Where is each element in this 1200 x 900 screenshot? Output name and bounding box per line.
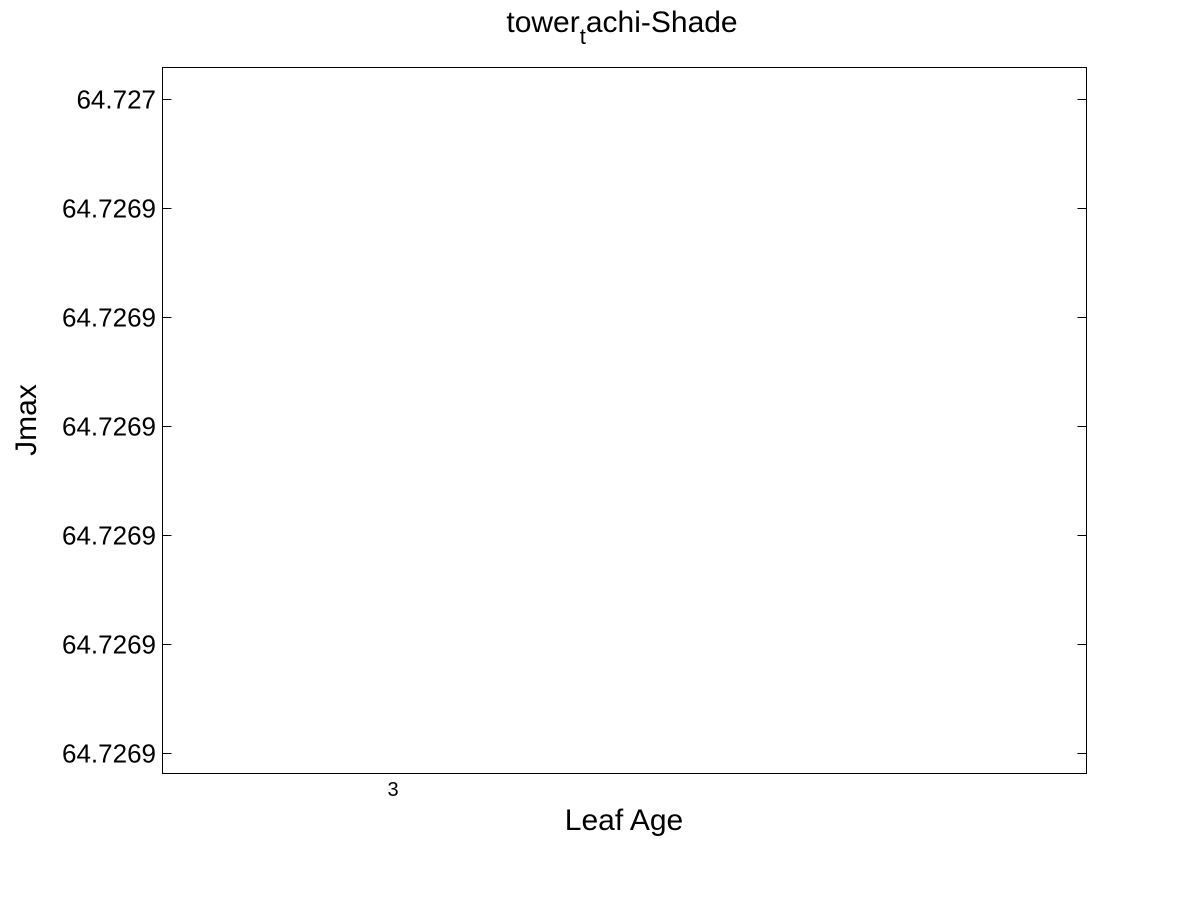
chart-title: towertachi-Shade	[506, 6, 737, 49]
y-tick-label: 64.7269	[62, 412, 156, 442]
x-axis-label: Leaf Age	[565, 804, 683, 837]
y-tick-label: 64.7269	[62, 194, 156, 224]
chart-title-base: tower	[506, 6, 579, 39]
plot-area-frame	[162, 67, 1087, 774]
y-axis-label: Jmax	[10, 384, 43, 456]
y-tick-label: 64.7269	[62, 303, 156, 333]
x-tick-label: 3	[387, 779, 398, 801]
y-tick-label: 64.7269	[62, 739, 156, 769]
x-axis-ticks: 3	[387, 779, 398, 801]
chart-title-subscript: t	[580, 24, 586, 49]
y-tick-label: 64.727	[76, 85, 156, 115]
chart-title-rest: achi-Shade	[586, 6, 738, 39]
y-tick-label: 64.7269	[62, 630, 156, 660]
y-axis-ticks: 64.727 64.7269 64.7269 64.7269 64.7269 64.726…	[62, 85, 1087, 769]
y-tick-label: 64.7269	[62, 521, 156, 551]
